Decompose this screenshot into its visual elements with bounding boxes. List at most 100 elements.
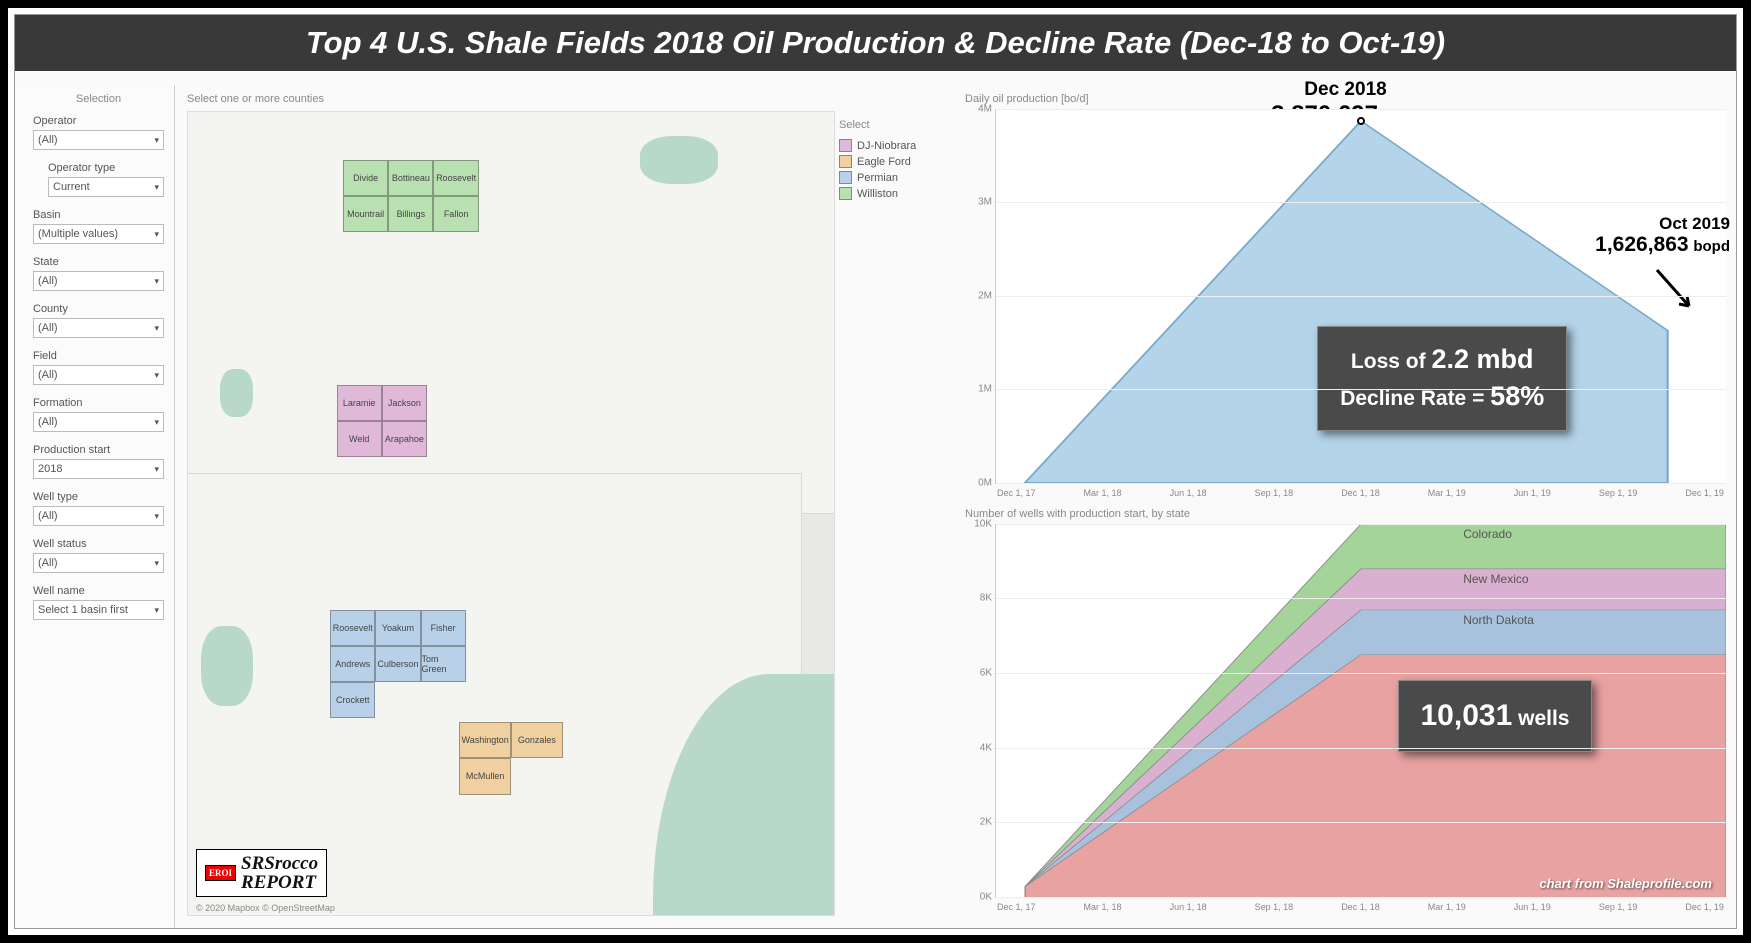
x-tick: Dec 1, 19	[1685, 902, 1724, 912]
filter-well-type: Well type (All)	[33, 491, 164, 526]
county-mcmullen[interactable]: McMullen	[459, 758, 511, 794]
decline-callout: Loss of 2.2 mbd Decline Rate = 58%	[1317, 326, 1567, 432]
filter-label: Formation	[33, 397, 164, 409]
filter-select[interactable]: (All)	[33, 318, 164, 338]
lake3	[640, 136, 718, 184]
series-label-new-mexico: New Mexico	[1463, 572, 1528, 586]
x-tick: Dec 1, 18	[1341, 902, 1380, 912]
x-tick: Mar 1, 18	[1084, 488, 1122, 498]
x-tick: Sep 1, 18	[1255, 488, 1294, 498]
chart1-x-axis: Dec 1, 17 Mar 1, 18 Jun 1, 18 Sep 1, 18 Dec …	[995, 488, 1726, 498]
filter-select[interactable]: Current	[48, 177, 164, 197]
gridline	[996, 822, 1726, 823]
wells-chart[interactable]: ColoradoNew MexicoNorth Dakota 10,031 we…	[995, 524, 1726, 899]
wells-callout: 10,031 wells	[1398, 680, 1593, 752]
legend-title: Select	[839, 119, 951, 131]
county-yoakum[interactable]: Yoakum	[375, 610, 420, 646]
filter-select[interactable]: (Multiple values)	[33, 224, 164, 244]
logo-line2: REPORT	[241, 872, 316, 893]
legend-swatch	[839, 171, 852, 184]
sidebar-header: Selection	[33, 93, 164, 105]
page-title: Top 4 U.S. Shale Fields 2018 Oil Product…	[15, 15, 1736, 71]
main-area: Select one or more counties DivideBottin…	[175, 85, 1736, 928]
county-roosevelt[interactable]: Roosevelt	[330, 610, 375, 646]
county-map[interactable]: DivideBottineauRooseveltMountrailBilling…	[187, 111, 835, 916]
county-gonzales[interactable]: Gonzales	[511, 722, 563, 758]
y-tick: 2M	[966, 290, 992, 301]
x-tick: Mar 1, 18	[1084, 902, 1122, 912]
county-laramie[interactable]: Laramie	[337, 385, 382, 421]
county-fallon[interactable]: Fallon	[433, 196, 478, 232]
filter-field: Field (All)	[33, 350, 164, 385]
county-arapahoe[interactable]: Arapahoe	[382, 421, 427, 457]
filter-select[interactable]: (All)	[33, 271, 164, 291]
gridline	[996, 109, 1726, 110]
callout2-big: 58%	[1490, 381, 1544, 411]
map-attribution: © 2020 Mapbox © OpenStreetMap	[196, 903, 335, 913]
gridline	[996, 673, 1726, 674]
filter-sidebar: Selection Operator (All) Operator type Cu…	[15, 85, 175, 928]
county-divide[interactable]: Divide	[343, 160, 388, 196]
filter-select[interactable]: (All)	[33, 365, 164, 385]
county-billings[interactable]: Billings	[388, 196, 433, 232]
county-culberson[interactable]: Culberson	[375, 646, 420, 682]
wells-unit: wells	[1518, 707, 1569, 730]
filter-well-name: Well name Select 1 basin first	[33, 585, 164, 620]
county-fisher[interactable]: Fisher	[421, 610, 466, 646]
callout1-big: 2.2 mbd	[1431, 344, 1533, 374]
filter-select[interactable]: (All)	[33, 553, 164, 573]
filter-label: Well name	[33, 585, 164, 597]
logo-text: SRSrocco REPORT	[241, 854, 318, 892]
x-tick: Jun 1, 18	[1170, 902, 1207, 912]
y-tick: 2K	[966, 817, 992, 828]
callout1-pre: Loss of	[1351, 350, 1432, 373]
production-chart[interactable]: Oct 2019 1,626,863 bopd Loss of 2.2 mbd …	[995, 109, 1726, 484]
arrow-icon	[1649, 266, 1697, 314]
county-tom-green[interactable]: Tom Green	[421, 646, 466, 682]
x-tick: Dec 1, 17	[997, 488, 1036, 498]
end-annotation: Oct 2019 1,626,863 bopd	[1595, 214, 1730, 258]
end-unit: bopd	[1693, 238, 1730, 255]
filter-select[interactable]: Select 1 basin first	[33, 600, 164, 620]
x-tick: Dec 1, 19	[1685, 488, 1724, 498]
gridline	[996, 598, 1726, 599]
filter-state: State (All)	[33, 256, 164, 291]
filter-select[interactable]: 2018	[33, 459, 164, 479]
legend-item-eagle-ford[interactable]: Eagle Ford	[839, 155, 951, 168]
county-crockett[interactable]: Crockett	[330, 682, 375, 718]
legend-item-williston[interactable]: Williston	[839, 187, 951, 200]
county-weld[interactable]: Weld	[337, 421, 382, 457]
x-tick: Sep 1, 19	[1599, 902, 1638, 912]
x-tick: Jun 1, 18	[1170, 488, 1207, 498]
legend-swatch	[839, 155, 852, 168]
filter-operator: Operator (All)	[33, 115, 164, 150]
county-jackson[interactable]: Jackson	[382, 385, 427, 421]
county-andrews[interactable]: Andrews	[330, 646, 375, 682]
x-tick: Jun 1, 19	[1514, 488, 1551, 498]
county-bottineau[interactable]: Bottineau	[388, 160, 433, 196]
filter-label: State	[33, 256, 164, 268]
legend-label: Williston	[857, 188, 898, 200]
county-roosevelt[interactable]: Roosevelt	[433, 160, 478, 196]
gridline	[996, 748, 1726, 749]
filter-select[interactable]: (All)	[33, 412, 164, 432]
legend-item-permian[interactable]: Permian	[839, 171, 951, 184]
filter-label: Basin	[33, 209, 164, 221]
chart2-x-axis: Dec 1, 17Mar 1, 18Jun 1, 18Sep 1, 18Dec …	[995, 902, 1726, 912]
x-tick: Mar 1, 19	[1428, 902, 1466, 912]
legend-item-dj-niobrara[interactable]: DJ-Niobrara	[839, 139, 951, 152]
map-prompt: Select one or more counties	[187, 93, 835, 105]
filter-basin: Basin (Multiple values)	[33, 209, 164, 244]
filter-production-start: Production start 2018	[33, 444, 164, 479]
filter-select[interactable]: (All)	[33, 130, 164, 150]
x-tick: Jun 1, 19	[1514, 902, 1551, 912]
county-mountrail[interactable]: Mountrail	[343, 196, 388, 232]
county-washington[interactable]: Washington	[459, 722, 511, 758]
end-value: 1,626,863	[1595, 233, 1688, 256]
lake2	[220, 369, 252, 417]
y-tick: 6K	[966, 667, 992, 678]
filter-label: Well type	[33, 491, 164, 503]
filter-select[interactable]: (All)	[33, 506, 164, 526]
y-tick: 1M	[966, 384, 992, 395]
filter-label: Operator type	[48, 162, 164, 174]
